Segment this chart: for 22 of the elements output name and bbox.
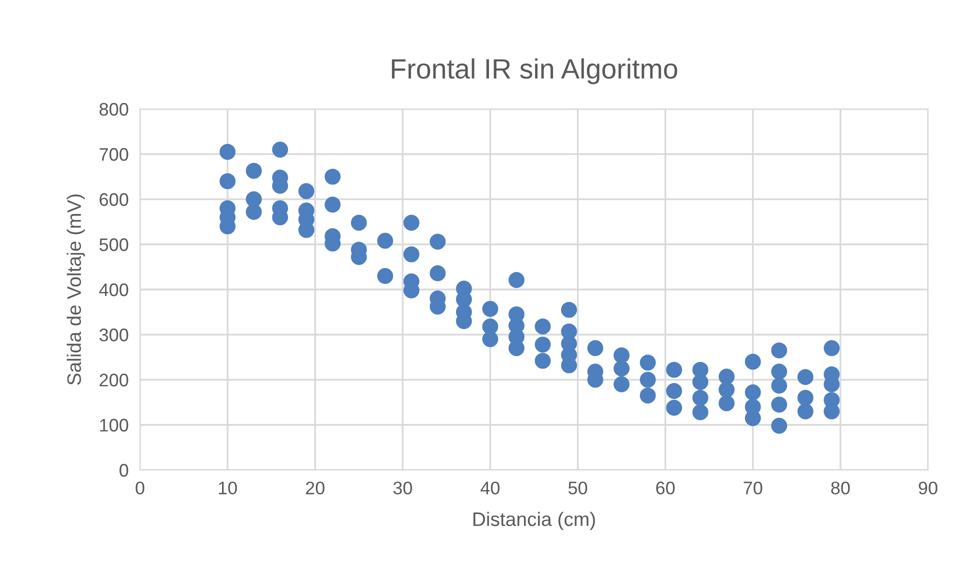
y-tick-label: 500 bbox=[99, 238, 128, 252]
y-tick-label: 700 bbox=[100, 148, 128, 161]
y-tick-label: 400 bbox=[99, 283, 128, 296]
y-tick-label: 800 bbox=[100, 102, 128, 116]
y-axis-title: Salida de Voltaje (mV) bbox=[66, 194, 85, 385]
x-axis-title: Distancia (cm) bbox=[473, 512, 595, 530]
x-tick-label: 0 bbox=[136, 482, 144, 494]
y-tick-label: 300 bbox=[99, 328, 128, 342]
chart-title: Frontal IR sin Algoritmo bbox=[392, 58, 678, 84]
x-tick-label: 80 bbox=[831, 482, 850, 494]
y-tick-label: 200 bbox=[100, 374, 128, 386]
x-tick-label: 60 bbox=[656, 482, 675, 494]
x-tick-label: 40 bbox=[480, 482, 500, 494]
x-tick-label: 70 bbox=[744, 482, 762, 494]
x-tick-label: 50 bbox=[568, 482, 588, 494]
x-tick-label: 90 bbox=[918, 482, 938, 494]
y-tick-label: 100 bbox=[100, 418, 128, 432]
x-tick-label: 10 bbox=[218, 482, 237, 494]
x-tick-label: 30 bbox=[393, 482, 412, 494]
y-tick-label: 600 bbox=[100, 193, 128, 206]
y-tick-label: 0 bbox=[120, 464, 128, 477]
x-tick-label: 20 bbox=[306, 482, 324, 494]
